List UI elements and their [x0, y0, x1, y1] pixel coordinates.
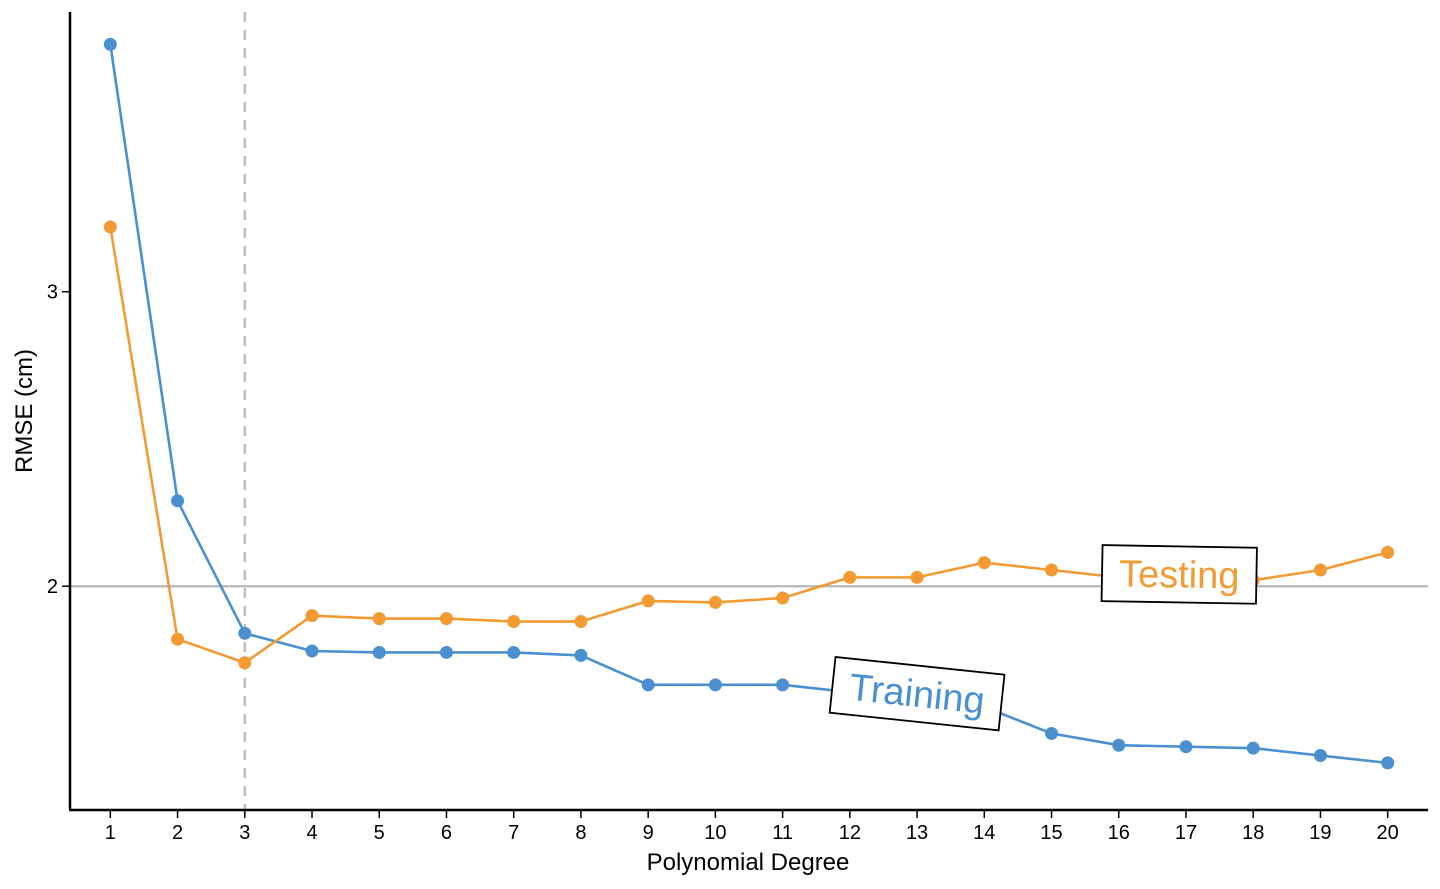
- point-training-6: [439, 645, 453, 659]
- point-training-1: [103, 37, 117, 51]
- x-tick-label-3: 3: [239, 822, 250, 844]
- x-tick-label-13: 13: [906, 822, 928, 844]
- y-ticks: 23: [47, 282, 70, 598]
- point-testing-1: [103, 220, 117, 234]
- point-testing-20: [1381, 545, 1395, 559]
- point-training-4: [305, 644, 319, 658]
- point-training-2: [171, 494, 185, 508]
- point-training-5: [372, 645, 386, 659]
- point-training-16: [1112, 738, 1126, 752]
- point-training-17: [1179, 740, 1193, 754]
- label-testing: Testing: [1100, 544, 1258, 605]
- x-tick-label-14: 14: [973, 822, 995, 844]
- x-tick-label-2: 2: [172, 822, 183, 844]
- point-testing-14: [977, 556, 991, 570]
- point-testing-13: [910, 570, 924, 584]
- x-tick-label-5: 5: [374, 822, 385, 844]
- point-training-10: [708, 678, 722, 692]
- x-tick-label-7: 7: [508, 822, 519, 844]
- point-testing-7: [507, 615, 521, 629]
- x-tick-label-11: 11: [772, 822, 793, 844]
- x-ticks: 1 2 3 4 5 6 7 8 9 10 11 12 13 14 15 16 17 18 19 20: [105, 810, 1399, 844]
- x-tick-label-19: 19: [1309, 822, 1331, 844]
- point-testing-12: [843, 570, 857, 584]
- x-tick-label-9: 9: [643, 822, 654, 844]
- label-box-testing: [1100, 544, 1258, 605]
- point-training-20: [1381, 756, 1395, 770]
- x-tick-label-20: 20: [1377, 822, 1399, 844]
- point-testing-5: [372, 612, 386, 626]
- point-testing-15: [1045, 563, 1059, 577]
- point-testing-11: [776, 591, 790, 605]
- x-tick-label-12: 12: [839, 822, 861, 844]
- series-line-training: [109, 44, 1388, 765]
- x-tick-label-8: 8: [575, 822, 586, 844]
- x-tick-label-15: 15: [1040, 822, 1062, 844]
- annotations: Testing Training: [828, 544, 1258, 732]
- x-tick-label-16: 16: [1108, 822, 1130, 844]
- point-training-15: [1045, 726, 1059, 740]
- x-tick-label-1: 1: [105, 822, 116, 844]
- point-training-19: [1313, 749, 1327, 763]
- x-tick-label-4: 4: [306, 822, 317, 844]
- series-testing: [103, 220, 1395, 670]
- reference-lines: [70, 12, 1428, 810]
- x-tick-label-18: 18: [1242, 822, 1264, 844]
- point-training-3: [238, 626, 252, 640]
- point-training-9: [641, 678, 655, 692]
- point-training-18: [1246, 741, 1260, 755]
- point-testing-19: [1313, 563, 1327, 577]
- point-training-11: [776, 678, 790, 692]
- point-testing-10: [708, 595, 722, 609]
- point-training-7: [507, 645, 521, 659]
- point-testing-2: [171, 632, 185, 646]
- series-training: [103, 37, 1395, 770]
- label-training: Training: [828, 655, 1006, 732]
- point-testing-3: [238, 656, 252, 670]
- point-testing-4: [305, 609, 319, 623]
- axes: [68, 12, 1428, 812]
- point-testing-9: [641, 594, 655, 608]
- label-box-training: [828, 655, 1006, 732]
- y-tick-label-2: 2: [47, 576, 58, 598]
- series-layer: [103, 37, 1395, 770]
- point-training-8: [574, 648, 588, 662]
- y-tick-label-3: 3: [47, 282, 58, 304]
- x-tick-label-10: 10: [704, 822, 726, 844]
- point-testing-8: [574, 615, 588, 629]
- y-axis-title: RMSE (cm): [11, 349, 38, 473]
- x-tick-label-17: 17: [1175, 822, 1197, 844]
- x-axis-title: Polynomial Degree: [647, 849, 850, 876]
- x-tick-label-6: 6: [441, 822, 452, 844]
- point-testing-6: [439, 612, 453, 626]
- label-text-testing: Testing: [1119, 553, 1240, 597]
